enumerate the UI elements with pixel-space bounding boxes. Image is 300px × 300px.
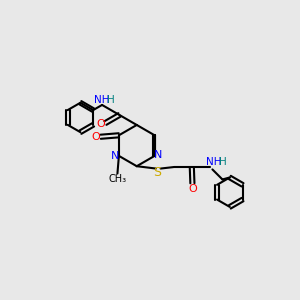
Text: H: H — [219, 158, 226, 167]
Text: N: N — [154, 150, 163, 160]
Text: CH₃: CH₃ — [108, 174, 127, 184]
Text: NH: NH — [94, 95, 109, 105]
Text: O: O — [96, 119, 105, 129]
Text: S: S — [153, 167, 161, 179]
Text: O: O — [91, 132, 100, 142]
Text: N: N — [111, 152, 119, 161]
Text: NH: NH — [206, 158, 221, 167]
Text: H: H — [107, 95, 115, 105]
Text: O: O — [188, 184, 197, 194]
